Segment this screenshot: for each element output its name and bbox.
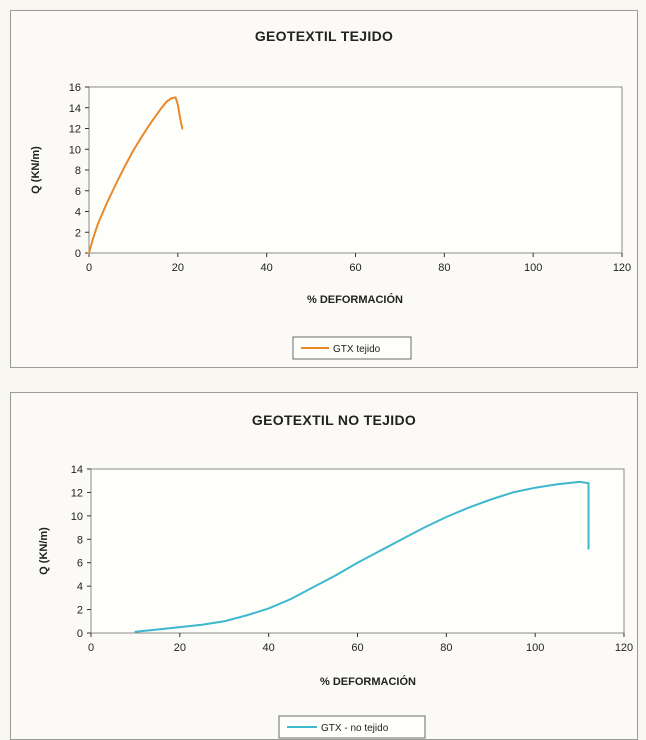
y-tick-label: 8 [77, 534, 83, 546]
x-axis-label: % DEFORMACIÓN [307, 293, 403, 306]
y-axis-label: Q (KN/m) [38, 527, 50, 575]
x-tick-label: 40 [263, 642, 275, 654]
legend-label: GTX - no tejido [321, 723, 389, 734]
chart-panel-tejido: GEOTEXTIL TEJIDO 0 20 40 60 80 100 120 0 2 4 6 8 10 1… [10, 10, 638, 368]
y-tick-label: 0 [77, 628, 83, 640]
y-tick-label: 12 [69, 124, 81, 136]
x-tick-label: 60 [349, 262, 361, 274]
chart-tejido: GEOTEXTIL TEJIDO 0 20 40 60 80 100 120 0 2 4 6 8 10 1… [30, 28, 631, 360]
y-tick-label: 2 [77, 605, 83, 617]
series-layer [134, 480, 590, 633]
x-axis-label: % DEFORMACIÓN [320, 675, 416, 688]
x-tick-label: 120 [615, 642, 633, 654]
legend-box [292, 336, 412, 360]
y-tick-label: 10 [69, 144, 81, 156]
x-tick-label: 20 [172, 262, 184, 274]
x-tick-label: 80 [438, 262, 450, 274]
y-tick-label: 4 [75, 207, 81, 219]
x-tick-label: 20 [174, 642, 186, 654]
axes: 0 20 40 60 80 100 120 0 2 4 6 8 10 12 14 16 [69, 82, 631, 274]
x-tick-label: 80 [440, 642, 452, 654]
x-tick-label: 60 [351, 642, 363, 654]
chart-title: GEOTEXTIL NO TEJIDO [252, 412, 416, 428]
x-tick-label: 0 [88, 642, 94, 654]
legend-label: GTX tejido [333, 344, 381, 355]
series-line [88, 96, 184, 254]
plot-area [88, 86, 623, 254]
y-tick-label: 2 [75, 227, 81, 239]
y-tick-label: 6 [77, 558, 83, 570]
x-tick-label: 100 [524, 262, 542, 274]
chart-title: GEOTEXTIL TEJIDO [255, 28, 393, 44]
y-tick-label: 14 [69, 103, 81, 115]
y-tick-label: 12 [71, 487, 83, 499]
y-tick-label: 10 [71, 511, 83, 523]
legend-box [278, 715, 426, 739]
y-tick-label: 4 [77, 581, 83, 593]
y-tick-label: 16 [69, 82, 81, 94]
chart-panel-no-tejido: GEOTEXTIL NO TEJIDO 0 20 40 60 80 100 120 0 2 4 6 8… [10, 392, 638, 740]
x-tick-label: 100 [526, 642, 544, 654]
x-tick-label: 40 [261, 262, 273, 274]
chart-no-tejido: GEOTEXTIL NO TEJIDO 0 20 40 60 80 100 120 0 2 4 6 8… [38, 412, 633, 739]
series-layer [88, 96, 184, 254]
x-tick-label: 120 [613, 262, 631, 274]
y-tick-label: 8 [75, 165, 81, 177]
y-axis-label: Q (KN/m) [30, 146, 42, 194]
series-line [134, 480, 590, 633]
y-tick-label: 0 [75, 248, 81, 260]
axes: 0 20 40 60 80 100 120 0 2 4 6 8 10 12 14 [71, 464, 633, 654]
plot-area [90, 468, 625, 634]
y-tick-label: 14 [71, 464, 83, 476]
x-tick-label: 0 [86, 262, 92, 274]
y-tick-label: 6 [75, 186, 81, 198]
